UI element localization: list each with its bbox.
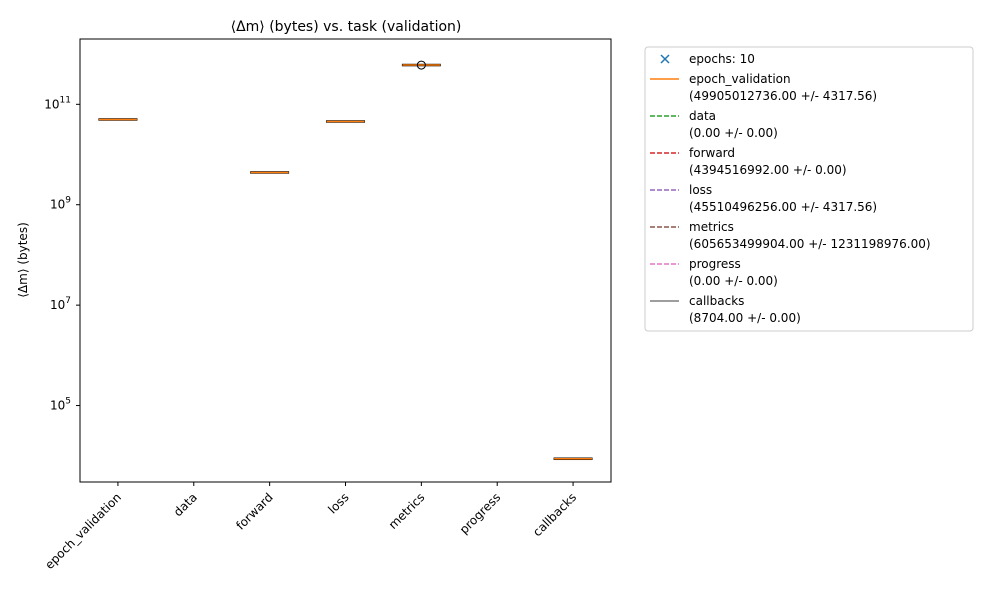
legend-entry-label: callbacks <box>689 294 744 308</box>
x-tick-label: loss <box>325 490 351 516</box>
x-tick-label: callbacks <box>530 490 579 539</box>
plot-area: 105 107 109 1011 epoch_validation data forward… <box>42 38 612 572</box>
legend-marker-x <box>660 54 670 64</box>
legend: epochs: 10 epoch_validation (49905012736.0… <box>644 46 974 332</box>
plot-frame <box>79 38 612 483</box>
legend-frame <box>644 46 974 332</box>
legend-entry-label: (0.00 +/- 0.00) <box>689 126 778 140</box>
outlier-point <box>416 60 426 70</box>
legend-entry-label: (0.00 +/- 0.00) <box>689 274 778 288</box>
x-tick-label: progress <box>457 490 504 537</box>
x-tick-label: forward <box>233 490 275 532</box>
legend-entry-label: (49905012736.00 +/- 4317.56) <box>689 89 877 103</box>
legend-entry-label: (45510496256.00 +/- 4317.56) <box>689 200 877 214</box>
x-tick-label: metrics <box>386 490 428 532</box>
y-tick-label: 107 <box>50 296 71 312</box>
legend-entry-label: forward <box>689 146 735 160</box>
legend-entry-label: epoch_validation <box>689 72 791 86</box>
legend-entry-label: loss <box>689 183 712 197</box>
y-tick-label: 1011 <box>44 95 71 111</box>
y-axis-label: ⟨Δm⟩ (bytes) <box>16 222 30 298</box>
legend-entry-label: metrics <box>689 220 734 234</box>
y-tick-label: 105 <box>50 397 71 413</box>
legend-entry-label: (8704.00 +/- 0.00) <box>689 311 801 325</box>
legend-entry-label: (605653499904.00 +/- 1231198976.00) <box>689 237 931 251</box>
legend-entry-label: data <box>689 109 716 123</box>
legend-entry-label: (4394516992.00 +/- 0.00) <box>689 163 847 177</box>
x-tick-label: data <box>171 490 200 519</box>
x-tick-label: epoch_validation <box>42 490 124 572</box>
legend-entry-label: progress <box>689 257 741 271</box>
y-tick-label: 109 <box>50 196 71 212</box>
legend-entry-label: epochs: 10 <box>689 52 755 66</box>
chart-title: ⟨Δm⟩ (bytes) vs. task (validation) <box>231 19 462 35</box>
